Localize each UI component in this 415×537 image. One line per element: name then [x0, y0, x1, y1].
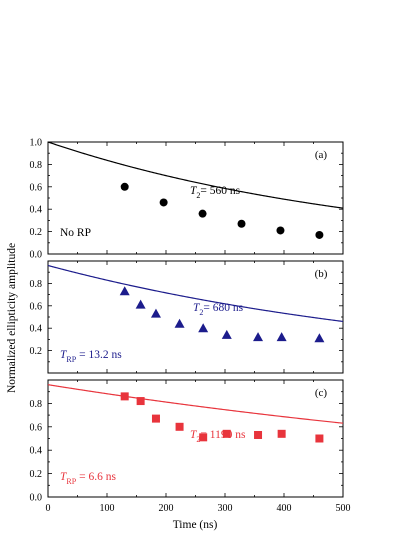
y-tick-label: 0.4 [30, 446, 43, 457]
fit-curve [47, 141, 344, 209]
y-tick-label: 0.6 [30, 422, 43, 433]
data-point [254, 430, 263, 439]
x-axis-label: Time (ns) [173, 519, 218, 531]
y-tick-label: 0.4 [30, 205, 43, 216]
y-tick-label: 0.2 [30, 227, 43, 238]
fit-curve [47, 264, 344, 323]
data-point [136, 397, 145, 406]
y-axis-label: Normalized ellipticity amplitude [6, 243, 18, 393]
data-point [237, 219, 246, 228]
data-point [314, 333, 325, 343]
y-tick-label: 0.0 [30, 493, 43, 504]
y-tick-label: 1.0 [30, 138, 43, 149]
data-point [221, 329, 232, 339]
trp-annotation: TRP = 6.6 ns [60, 471, 116, 486]
data-point [315, 230, 324, 239]
data-point [198, 209, 207, 218]
data-point [277, 429, 286, 438]
data-point [198, 323, 209, 333]
data-point [175, 422, 184, 431]
x-tick-label: 500 [336, 503, 351, 514]
y-tick-label: 0.2 [30, 346, 43, 357]
data-point [174, 318, 185, 328]
y-tick-label: 0.4 [30, 324, 43, 335]
data-point [151, 414, 160, 423]
x-tick-label: 100 [100, 503, 115, 514]
data-point [119, 286, 130, 296]
y-tick-label: 0.8 [30, 279, 43, 290]
x-tick-label: 200 [159, 503, 174, 514]
y-tick-label: 0.8 [30, 160, 43, 171]
data-point [253, 332, 264, 342]
t2-annotation: T2= 680 ns [193, 302, 244, 317]
panel-a: 0.0 0.2 0.4 0.6 0.8 1.0 (a) T2= 560 ns No RP [30, 138, 344, 261]
y-tick-label: 0.8 [30, 399, 43, 410]
panel-label: (b) [315, 268, 328, 280]
fit-curve [47, 384, 344, 424]
no-rp-label: No RP [60, 227, 91, 239]
data-point [315, 434, 324, 443]
data-point [276, 332, 287, 342]
data-point [120, 182, 129, 191]
x-tick-label: 0 [46, 503, 51, 514]
y-tick-label: 0.2 [30, 469, 43, 480]
x-axis: 0 100 200 300 400 500 [46, 503, 351, 514]
panel-b: 0.2 0.4 0.6 0.8 (b) T2= 680 ns TRP = 13.2 ns [30, 260, 344, 374]
t2-annotation: T2= 1190 ns [190, 429, 246, 444]
data-point [276, 226, 285, 235]
y-tick-label: 0.6 [30, 301, 43, 312]
panel-label: (a) [315, 149, 328, 161]
x-tick-label: 400 [277, 503, 292, 514]
t2-annotation: T2= 560 ns [190, 185, 241, 200]
data-point [120, 392, 129, 401]
data-point [159, 198, 168, 207]
trp-annotation: TRP = 13.2 ns [60, 349, 122, 364]
data-point [150, 308, 161, 318]
x-tick-label: 300 [218, 503, 233, 514]
data-point [135, 299, 146, 309]
data-point [199, 433, 208, 442]
y-tick-label: 0.6 [30, 182, 43, 193]
panel-c: 0.0 0.2 0.4 0.6 0.8 (c) T2= 1190 ns TRP = 6.6 n… [30, 379, 344, 504]
data-point [222, 429, 231, 438]
panel-label: (c) [315, 387, 328, 399]
y-tick-label: 0.0 [30, 250, 43, 261]
